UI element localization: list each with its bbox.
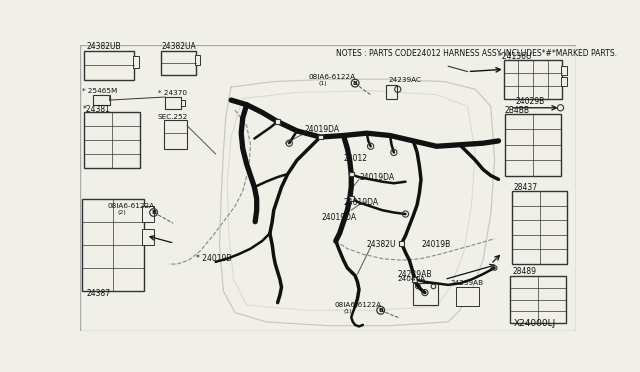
Bar <box>386 85 397 99</box>
Text: NOTES : PARTS CODE24012 HARNESS ASSY INCLUDES*#*MARKED PARTS.: NOTES : PARTS CODE24012 HARNESS ASSY INC… <box>336 49 617 58</box>
Text: 2B4BB: 2B4BB <box>505 106 530 115</box>
Text: 24382U: 24382U <box>367 240 396 249</box>
Text: B: B <box>151 210 156 215</box>
Text: 24012: 24012 <box>344 154 367 163</box>
Text: 24019DA: 24019DA <box>359 173 394 182</box>
Text: 24029B: 24029B <box>516 97 545 106</box>
Text: SEC.252: SEC.252 <box>157 114 188 120</box>
Text: 28437: 28437 <box>514 183 538 192</box>
Text: * 24019B: * 24019B <box>196 254 232 263</box>
Text: 08IA6-6122A: 08IA6-6122A <box>107 203 154 209</box>
Text: (1): (1) <box>319 81 327 86</box>
Text: X24000LJ: X24000LJ <box>514 319 556 328</box>
Bar <box>510 276 566 323</box>
Text: 24019B: 24019B <box>421 240 451 249</box>
Bar <box>349 172 353 176</box>
Text: (2): (2) <box>117 210 126 215</box>
Bar <box>180 100 186 106</box>
Text: 24382UA: 24382UA <box>161 42 196 51</box>
Bar <box>84 112 140 168</box>
Text: 24019DA: 24019DA <box>322 214 357 222</box>
Bar <box>413 283 438 305</box>
Bar <box>456 287 479 307</box>
Bar <box>504 60 562 99</box>
Text: 08IA6-6122A: 08IA6-6122A <box>308 74 356 80</box>
Text: 24239AC: 24239AC <box>388 77 422 83</box>
Bar <box>195 55 200 65</box>
Text: *24381: *24381 <box>83 105 110 114</box>
Text: 24382UB: 24382UB <box>86 42 121 51</box>
Text: B: B <box>353 81 358 86</box>
Text: * 24370: * 24370 <box>157 90 186 96</box>
Text: 24019DA: 24019DA <box>305 125 340 134</box>
Bar <box>93 95 110 106</box>
Bar <box>513 191 566 264</box>
Text: 24239AB: 24239AB <box>451 280 484 286</box>
Text: 24239AB: 24239AB <box>397 270 432 279</box>
Bar <box>161 51 196 76</box>
Text: 24040A: 24040A <box>397 276 426 282</box>
Bar <box>142 206 154 222</box>
Bar <box>318 135 323 140</box>
Text: *24136U: *24136U <box>499 52 532 61</box>
Text: 24387: 24387 <box>86 289 110 298</box>
Text: 08IA6-6122A: 08IA6-6122A <box>334 302 381 308</box>
Text: 28489: 28489 <box>513 267 536 276</box>
Bar <box>275 119 280 124</box>
Text: * 25465M: * 25465M <box>83 88 118 94</box>
Bar <box>164 120 187 150</box>
Bar <box>505 114 561 176</box>
Bar <box>142 230 154 245</box>
Bar <box>81 199 143 291</box>
Bar <box>84 51 134 80</box>
Bar <box>399 241 404 246</box>
Text: (1): (1) <box>344 308 352 314</box>
Bar <box>165 97 180 109</box>
Bar <box>412 277 417 282</box>
Bar <box>132 56 139 68</box>
Text: B: B <box>378 308 383 313</box>
Bar <box>349 196 353 201</box>
Text: 24019DA: 24019DA <box>344 198 379 207</box>
Bar <box>561 77 566 86</box>
Bar <box>561 66 566 76</box>
